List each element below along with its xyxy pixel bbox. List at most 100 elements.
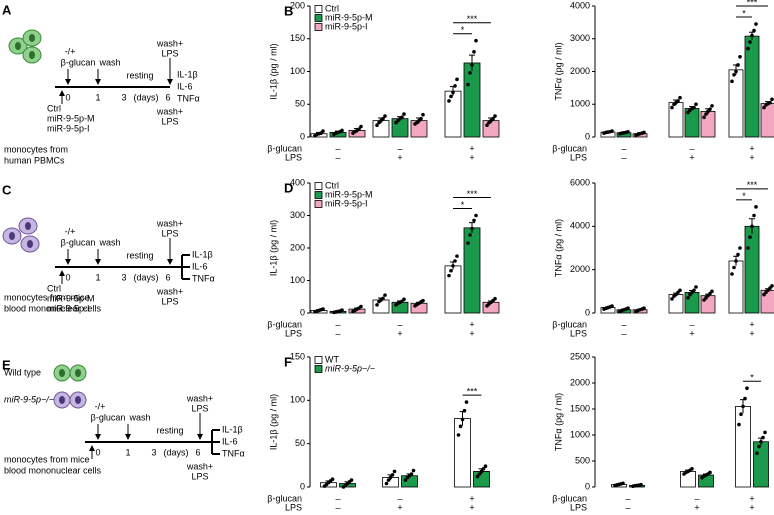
category: + xyxy=(749,328,754,338)
bar xyxy=(700,295,716,314)
bar xyxy=(454,418,471,488)
y-tick-label: 0 xyxy=(300,481,305,491)
y-tick-label: 0 xyxy=(585,307,590,317)
cells-c xyxy=(2,217,40,253)
category: – xyxy=(621,319,626,329)
rest: resting xyxy=(156,425,183,435)
y-tick-label: 2000 xyxy=(570,377,590,387)
treatment: -/+ xyxy=(65,226,76,236)
day-label: 0 xyxy=(95,447,100,457)
category: + xyxy=(749,152,754,162)
data-point xyxy=(472,50,476,54)
data-point xyxy=(491,116,495,121)
legend-swatch xyxy=(314,23,323,31)
data-point xyxy=(746,46,750,51)
data-point xyxy=(746,246,750,250)
data-point xyxy=(730,79,734,84)
data-point xyxy=(610,129,614,133)
restim-bottom: LPS xyxy=(161,296,178,306)
data-point xyxy=(748,235,752,239)
readout: IL-6 xyxy=(177,81,193,91)
data-point xyxy=(386,478,391,482)
legend-label: miR-9-5p-I xyxy=(325,198,368,208)
data-point xyxy=(466,82,470,87)
data-point xyxy=(741,404,745,409)
day-label: 1 xyxy=(125,447,130,457)
data-point xyxy=(402,297,406,302)
category: + xyxy=(397,502,402,512)
data-point xyxy=(383,293,387,297)
data-point xyxy=(470,226,474,231)
stimulus: β-glucan xyxy=(61,57,96,67)
data-point xyxy=(752,213,756,218)
wash: wash xyxy=(98,57,120,67)
data-point xyxy=(419,116,423,121)
data-point xyxy=(752,28,756,33)
legend-swatch xyxy=(314,5,323,13)
y-tick-label: 0 xyxy=(300,307,305,317)
data-point xyxy=(340,128,344,133)
significance: *** xyxy=(747,0,758,7)
category: + xyxy=(749,502,754,512)
data-point xyxy=(738,54,742,59)
data-point xyxy=(694,285,698,289)
data-point xyxy=(392,469,397,474)
data-point xyxy=(710,289,714,294)
significance: * xyxy=(461,25,465,35)
row-label: β-glucan xyxy=(267,493,302,503)
legend-label: miR-9-5p-I xyxy=(325,21,368,31)
data-point xyxy=(745,386,749,391)
data-point xyxy=(678,288,682,293)
stimulus: β-glucan xyxy=(91,412,126,422)
data-point xyxy=(453,84,457,88)
source: blood mononuclear cells xyxy=(4,303,102,313)
data-point xyxy=(349,478,354,482)
data-point xyxy=(447,99,451,103)
data-point xyxy=(739,412,743,417)
category: + xyxy=(749,493,754,503)
data-point xyxy=(381,116,385,121)
data-point xyxy=(340,308,344,312)
data-point xyxy=(738,246,742,250)
data-point xyxy=(750,224,754,229)
significance: *** xyxy=(467,14,478,24)
data-point xyxy=(737,422,741,427)
data-point xyxy=(468,233,472,237)
data-point xyxy=(403,478,408,482)
restim-top: LPS xyxy=(191,403,208,413)
category: – xyxy=(689,143,694,153)
data-point xyxy=(464,400,469,404)
day-label: 1 xyxy=(95,92,100,102)
legend-label: miR-9-5p−/− xyxy=(325,363,375,373)
day-label: 6 xyxy=(165,92,170,102)
rest: resting xyxy=(126,250,153,260)
data-point xyxy=(402,112,406,116)
source: monocytes from mice xyxy=(4,454,90,464)
panel-label: E xyxy=(2,357,11,372)
day-label: (days) xyxy=(133,272,158,282)
legend-label: miR-9-5p-M xyxy=(325,12,373,22)
day-label: 3 xyxy=(121,272,126,282)
data-point xyxy=(710,104,714,108)
y-axis-label: IL-1β (pg / ml) xyxy=(268,394,278,450)
legend-label: WT xyxy=(325,354,339,364)
row-label: LPS xyxy=(570,502,587,512)
data-point xyxy=(481,467,486,471)
data-point xyxy=(483,464,488,469)
data-point xyxy=(770,284,774,288)
row-label: β-glucan xyxy=(552,319,587,329)
group: Ctrl xyxy=(47,283,61,293)
data-point xyxy=(670,105,674,110)
data-point xyxy=(383,114,387,118)
category: – xyxy=(335,502,340,512)
category: + xyxy=(469,502,474,512)
y-tick-label: 500 xyxy=(575,455,590,465)
y-tick-label: 1000 xyxy=(570,429,590,439)
data-point xyxy=(621,481,625,486)
bar xyxy=(463,227,481,314)
data-point xyxy=(732,72,736,77)
bar xyxy=(684,292,700,314)
category: – xyxy=(397,319,402,329)
bar xyxy=(735,405,751,488)
data-point xyxy=(642,306,646,311)
